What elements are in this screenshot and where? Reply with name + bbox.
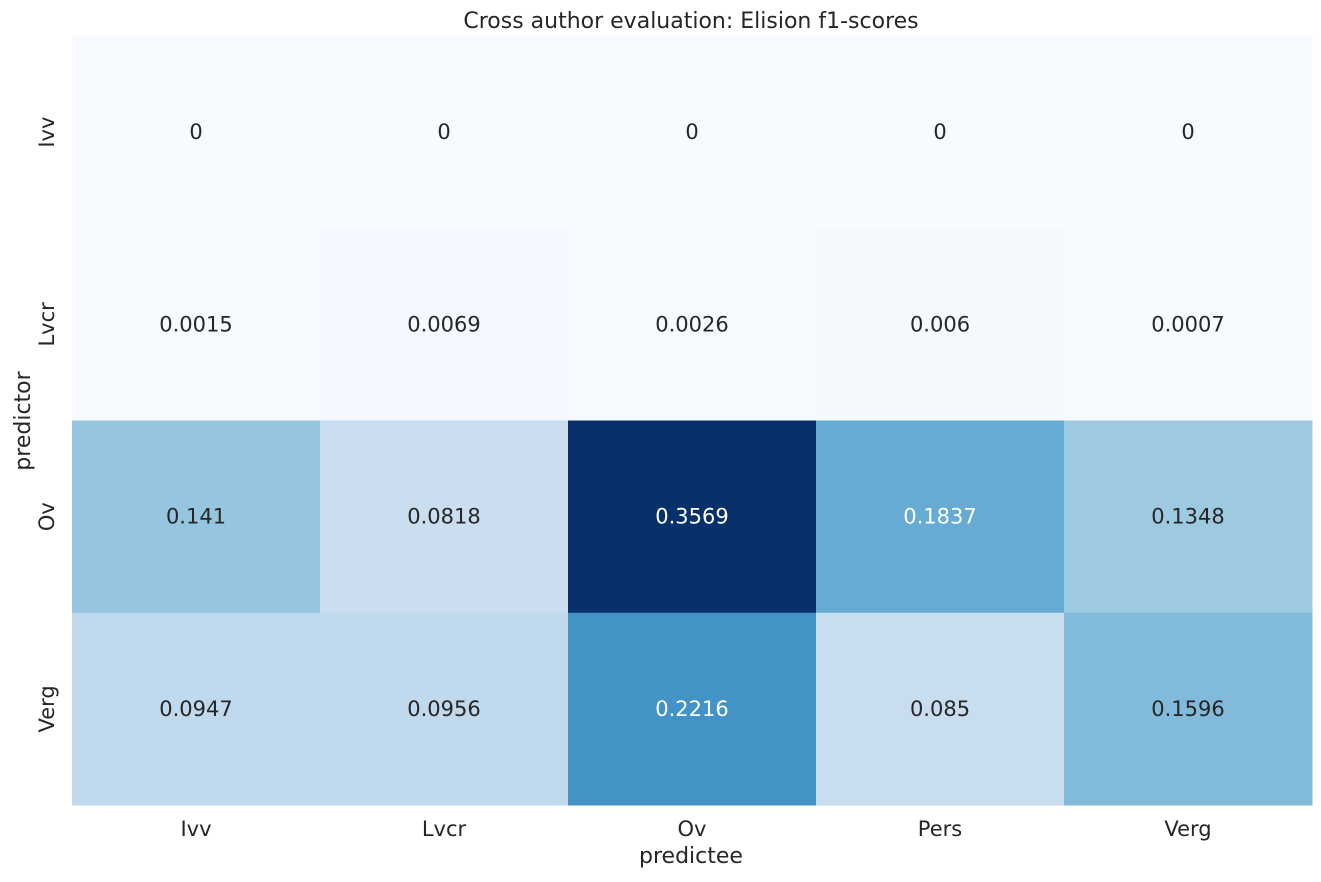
x-tick-labels: Ivv Lvcr Ov Pers Verg xyxy=(180,817,1211,841)
heatmap-cell-ivv-verg xyxy=(1064,36,1313,229)
cell-value-label: 0.0007 xyxy=(1151,312,1224,336)
heatmap-cell-ov-lvcr xyxy=(320,420,569,614)
x-tick-label: Pers xyxy=(918,817,962,841)
heatmap-cell-verg-pers xyxy=(816,612,1065,806)
chart-title: Cross author evaluation: Elision f1-scor… xyxy=(463,9,918,34)
heatmap-cell-ov-verg xyxy=(1064,420,1313,614)
cell-value-label: 0 xyxy=(189,120,202,144)
x-tick-label: Lvcr xyxy=(422,817,467,841)
heatmap-cell-lvcr-verg xyxy=(1064,228,1313,421)
cell-value-label: 0.141 xyxy=(166,505,226,529)
heatmap-cell-lvcr-ov xyxy=(568,228,817,421)
y-axis-label: predictor xyxy=(11,370,36,470)
heatmap-cell-ov-ivv xyxy=(72,420,321,614)
cell-value-label: 0.0818 xyxy=(407,505,480,529)
x-axis-label: predictee xyxy=(639,844,743,869)
cell-value-label: 0.0026 xyxy=(655,312,728,336)
heatmap-cell-verg-verg xyxy=(1064,612,1313,806)
y-tick-label: Ivv xyxy=(35,117,59,148)
heatmap-cell-verg-ivv xyxy=(72,612,321,806)
cell-value-label: 0.0947 xyxy=(159,697,232,721)
heatmap-cell-verg-lvcr xyxy=(320,612,569,806)
heatmap-cell-ivv-ov xyxy=(568,36,817,229)
x-tick-label: Ov xyxy=(678,817,707,841)
heatmap-cell-lvcr-lvcr xyxy=(320,228,569,421)
cell-value-label: 0.2216 xyxy=(655,697,728,721)
heatmap-cell-lvcr-pers xyxy=(816,228,1065,421)
cell-value-label: 0 xyxy=(685,120,698,144)
cell-value-label: 0.1596 xyxy=(1151,697,1224,721)
cell-value-label: 0.0015 xyxy=(159,312,232,336)
cell-value-label: 0 xyxy=(437,120,450,144)
y-tick-label: Ov xyxy=(35,502,59,531)
cell-value-label: 0 xyxy=(1181,120,1194,144)
heatmap-cell-ivv-pers xyxy=(816,36,1065,229)
heatmap-cell-ivv-lvcr xyxy=(320,36,569,229)
cell-value-label: 0.0069 xyxy=(407,312,480,336)
y-tick-labels: Ivv Lvcr Ov Verg xyxy=(35,117,59,733)
heatmap-cell-verg-ov xyxy=(568,612,817,806)
heatmap-cell-lvcr-ivv xyxy=(72,228,321,421)
cell-value-label: 0.006 xyxy=(910,312,970,336)
x-tick-label: Ivv xyxy=(180,817,211,841)
cell-value-label: 0.1348 xyxy=(1151,505,1224,529)
cell-value-label: 0.3569 xyxy=(655,505,728,529)
heatmap-cell-ov-pers xyxy=(816,420,1065,614)
heatmap-cells xyxy=(72,36,1313,806)
y-tick-label: Verg xyxy=(35,685,59,732)
heatmap-cell-ov-ov xyxy=(568,420,817,614)
cell-annotations: 0 0 0 0 0 0.0015 0.0069 0.0026 0.006 0.0007 0.141 0… xyxy=(159,120,1224,721)
cell-value-label: 0.1837 xyxy=(903,505,976,529)
heatmap-cell-ivv-ivv xyxy=(72,36,321,229)
y-tick-label: Lvcr xyxy=(35,302,59,347)
cell-value-label: 0.085 xyxy=(910,697,970,721)
cell-value-label: 0 xyxy=(933,120,946,144)
x-tick-label: Verg xyxy=(1164,817,1211,841)
cell-value-label: 0.0956 xyxy=(407,697,480,721)
